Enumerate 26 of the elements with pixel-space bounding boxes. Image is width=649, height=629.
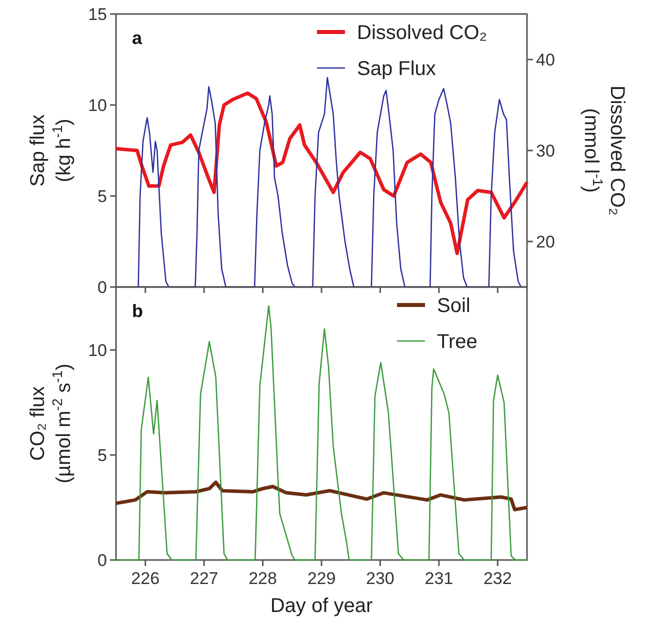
annotation: a (132, 28, 143, 48)
legend-label: Sap Flux (357, 58, 436, 80)
y-tick-label: 0 (98, 278, 107, 297)
y-tick-label: 10 (88, 96, 107, 115)
x-tick-label: 229 (307, 569, 336, 588)
y-tick-label: 15 (88, 5, 107, 24)
y-tick-label: 10 (88, 341, 107, 360)
x-tick-label: 231 (424, 569, 454, 588)
y-tick-label: 5 (98, 446, 107, 465)
x-tick-label: 232 (483, 569, 512, 588)
x-tick-label: 227 (190, 569, 218, 588)
y2-tick-label: 40 (536, 50, 555, 70)
legend-label: Soil (437, 295, 470, 317)
y2-tick-label: 30 (536, 142, 555, 160)
x-tick-label: 226 (131, 569, 160, 588)
y-tick-label: 5 (98, 187, 107, 206)
x-axis-title: Day of year (270, 595, 373, 617)
legend-label: Tree (437, 331, 478, 353)
legend-label: Dissolved CO₂ (357, 22, 488, 44)
x-tick-label: 228 (248, 569, 277, 588)
x-tick-label: 230 (366, 569, 394, 588)
line-series (114, 480, 529, 512)
y-tick-label: 0 (98, 551, 107, 570)
line-series (114, 91, 529, 256)
y2-tick-label: 20 (536, 232, 555, 252)
annotation: b (132, 301, 143, 321)
